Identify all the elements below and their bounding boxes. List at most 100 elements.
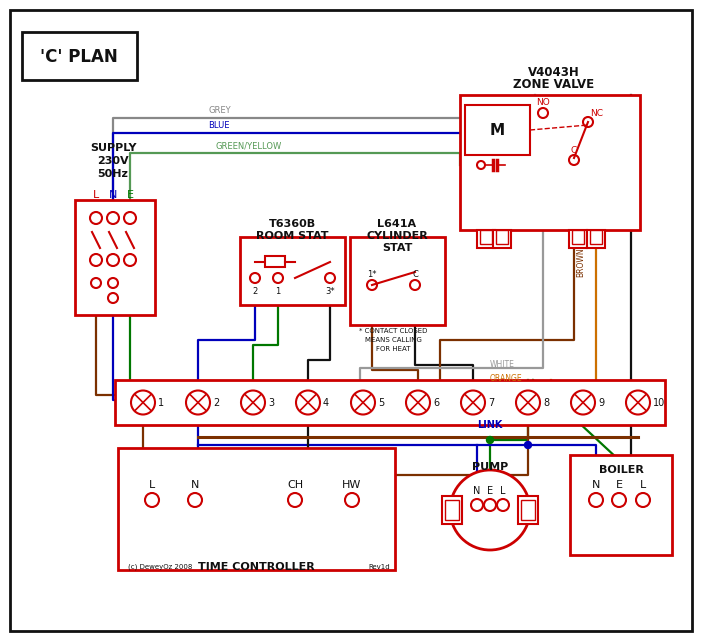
Text: FOR HEAT: FOR HEAT (376, 346, 410, 352)
Text: 10: 10 (653, 397, 665, 408)
Bar (521, 500, 535, 520)
Text: TIME CONTROLLER: TIME CONTROLLER (198, 562, 314, 572)
Circle shape (124, 254, 136, 266)
Text: V4043H: V4043H (528, 65, 580, 78)
Circle shape (90, 212, 102, 224)
Circle shape (107, 254, 119, 266)
Circle shape (450, 470, 530, 550)
Circle shape (250, 273, 260, 283)
Bar (572, 230, 584, 244)
Text: L: L (149, 480, 155, 490)
Circle shape (497, 499, 509, 511)
Text: L641A: L641A (378, 219, 416, 229)
Text: N: N (191, 480, 199, 490)
Circle shape (406, 390, 430, 415)
Text: SUPPLY: SUPPLY (90, 143, 136, 153)
Circle shape (410, 280, 420, 290)
Circle shape (583, 117, 593, 127)
Circle shape (589, 493, 603, 507)
Text: L: L (640, 480, 646, 490)
Bar (240, 237, 345, 305)
Text: 5: 5 (378, 397, 384, 408)
Circle shape (477, 161, 485, 169)
Bar (480, 230, 492, 244)
Bar (496, 230, 508, 244)
Bar (477, 230, 495, 248)
Text: WHITE: WHITE (490, 360, 515, 369)
Text: 9: 9 (598, 397, 604, 408)
Text: BOILER: BOILER (599, 465, 644, 475)
Text: 7: 7 (488, 397, 494, 408)
Circle shape (471, 499, 483, 511)
Bar (570, 455, 672, 555)
Text: 4: 4 (323, 397, 329, 408)
Bar (460, 95, 640, 230)
Circle shape (571, 390, 595, 415)
Text: 1: 1 (275, 287, 281, 296)
Bar (587, 230, 605, 248)
Circle shape (484, 499, 496, 511)
Text: ROOM STAT: ROOM STAT (256, 231, 329, 241)
Bar (590, 230, 602, 244)
Bar (465, 105, 530, 155)
Text: 230V: 230V (97, 156, 128, 166)
Text: N: N (592, 480, 600, 490)
Text: ZONE VALVE: ZONE VALVE (513, 78, 595, 90)
Text: T6360B: T6360B (268, 219, 316, 229)
Text: 1*: 1* (367, 269, 377, 278)
Text: 2: 2 (213, 397, 219, 408)
Bar (445, 500, 459, 520)
Circle shape (91, 278, 101, 288)
Text: 3: 3 (268, 397, 274, 408)
Bar (350, 237, 445, 325)
Text: L: L (93, 190, 99, 200)
Text: NC: NC (590, 108, 603, 117)
Text: CH: CH (287, 480, 303, 490)
Circle shape (296, 390, 320, 415)
Circle shape (345, 493, 359, 507)
Bar (518, 496, 538, 524)
Bar (115, 380, 665, 425)
Text: 3*: 3* (325, 287, 335, 296)
Circle shape (90, 254, 102, 266)
Circle shape (108, 293, 118, 303)
Text: N: N (109, 190, 117, 200)
Circle shape (186, 390, 210, 415)
Bar (569, 230, 587, 248)
Text: 8: 8 (543, 397, 549, 408)
Text: E: E (487, 486, 493, 496)
Text: N: N (473, 486, 481, 496)
Text: C: C (571, 146, 577, 154)
Circle shape (273, 273, 283, 283)
Text: 1: 1 (158, 397, 164, 408)
Circle shape (486, 437, 494, 444)
Circle shape (108, 278, 118, 288)
Text: ORANGE: ORANGE (490, 374, 522, 383)
Bar (265, 256, 285, 267)
Text: M: M (489, 122, 505, 138)
Circle shape (325, 273, 335, 283)
Text: E: E (126, 190, 133, 200)
Text: L: L (501, 486, 505, 496)
Text: 2: 2 (253, 287, 258, 296)
Text: E: E (616, 480, 623, 490)
Circle shape (241, 390, 265, 415)
Circle shape (131, 390, 155, 415)
Text: NO: NO (536, 97, 550, 106)
Text: GREEN/YELLOW: GREEN/YELLOW (215, 141, 282, 150)
Circle shape (124, 212, 136, 224)
Text: STAT: STAT (382, 243, 412, 253)
Circle shape (188, 493, 202, 507)
Circle shape (351, 390, 375, 415)
Text: * CONTACT CLOSED: * CONTACT CLOSED (359, 328, 428, 334)
Circle shape (145, 493, 159, 507)
Text: CYLINDER: CYLINDER (366, 231, 428, 241)
Text: LINK: LINK (477, 420, 503, 430)
Text: GREY: GREY (208, 106, 231, 115)
Circle shape (626, 390, 650, 415)
Text: BLUE: BLUE (208, 121, 230, 130)
Text: (c) DeweyOz 2008: (c) DeweyOz 2008 (128, 563, 192, 570)
Bar (75, 200, 155, 315)
Circle shape (516, 390, 540, 415)
Text: MEANS CALLING: MEANS CALLING (364, 337, 421, 343)
